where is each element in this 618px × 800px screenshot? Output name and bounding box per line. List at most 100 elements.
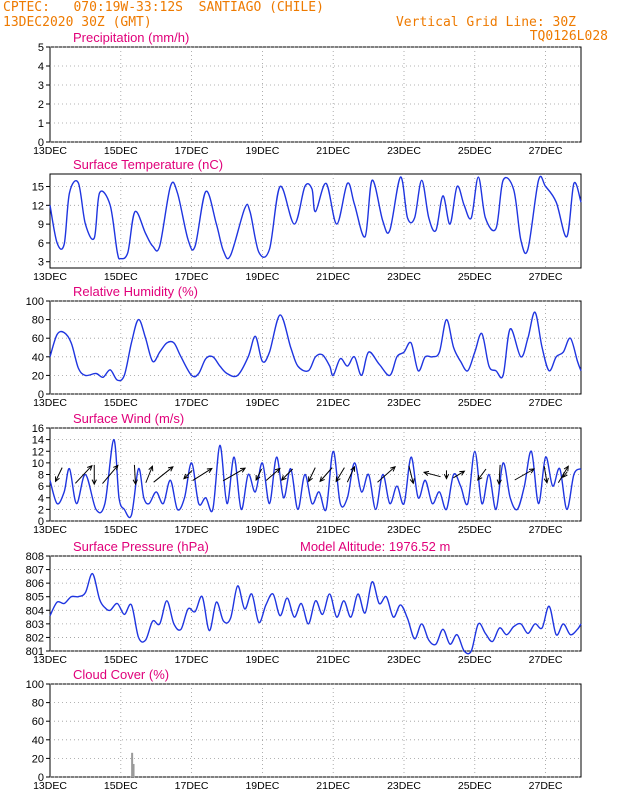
wind-arrow xyxy=(91,464,97,486)
y-tick-label: 80 xyxy=(32,315,44,327)
x-tick-label: 23DEC xyxy=(387,654,421,666)
wind-arrow xyxy=(192,467,213,481)
wind-series-line xyxy=(49,438,582,519)
x-tick-label: 15DEC xyxy=(104,145,138,157)
y-tick-label: 0 xyxy=(38,389,44,401)
y-tick-label: 40 xyxy=(32,735,44,747)
x-tick-label: 15DEC xyxy=(104,654,138,666)
x-tick-label: 17DEC xyxy=(175,780,209,792)
y-tick-label: 15 xyxy=(32,182,44,194)
y-tick-label: 20 xyxy=(32,370,44,382)
y-tick-label: 0 xyxy=(38,137,44,149)
cloud-cover-bar xyxy=(131,752,134,777)
x-tick-label: 17DEC xyxy=(175,145,209,157)
x-tick-label: 13DEC xyxy=(33,524,67,536)
y-tick-label: 4 xyxy=(38,61,44,73)
wind-arrow xyxy=(477,468,487,481)
wind-arrow xyxy=(222,467,247,482)
wind-title: Surface Wind (m/s) xyxy=(73,411,184,426)
x-tick-label: 25DEC xyxy=(458,780,492,792)
y-tick-label: 40 xyxy=(32,352,44,364)
x-tick-label: 27DEC xyxy=(529,524,563,536)
plot-frame xyxy=(49,46,582,143)
y-tick-label: 5 xyxy=(38,42,44,54)
x-tick-label: 15DEC xyxy=(104,271,138,283)
x-tick-label: 17DEC xyxy=(175,271,209,283)
x-tick-label: 13DEC xyxy=(33,271,67,283)
y-tick-label: 14 xyxy=(32,435,44,447)
wind-arrow xyxy=(308,467,316,483)
x-tick-label: 19DEC xyxy=(245,524,279,536)
y-tick-label: 12 xyxy=(32,200,44,212)
cloud-cover-title: Cloud Cover (%) xyxy=(73,667,169,682)
y-tick-label: 100 xyxy=(26,296,44,308)
y-tick-label: 20 xyxy=(32,753,44,765)
precipitation-panel: 13DEC 15DEC 17DEC 19DEC 21DEC 23DEC 25DEC 27DEC… xyxy=(33,30,582,157)
x-tick-label: 19DEC xyxy=(245,780,279,792)
wind-arrow xyxy=(255,468,263,482)
x-tick-label: 27DEC xyxy=(529,397,563,409)
station-info: CPTEC: 070:19W-33:12S SANTIAGO (CHILE) xyxy=(3,0,324,15)
wind-arrow xyxy=(543,466,549,484)
y-tick-label: 804 xyxy=(26,605,44,617)
plot-frame xyxy=(49,173,582,269)
wind-panel: 13DEC 15DEC 17DEC 19DEC 21DEC 23DEC 25DEC 27DEC… xyxy=(32,411,582,536)
x-tick-label: 19DEC xyxy=(245,145,279,157)
y-tick-label: 60 xyxy=(32,333,44,345)
x-tick-label: 25DEC xyxy=(458,271,492,283)
wind-arrow xyxy=(514,468,535,481)
wind-arrow xyxy=(335,467,345,483)
y-tick-label: 801 xyxy=(26,646,44,658)
x-tick-label: 23DEC xyxy=(387,780,421,792)
plot-frame xyxy=(49,683,582,778)
wind-arrow xyxy=(102,464,119,484)
y-tick-label: 802 xyxy=(26,632,44,644)
x-tick-label: 13DEC xyxy=(33,145,67,157)
x-tick-label: 17DEC xyxy=(175,654,209,666)
x-tick-label: 19DEC xyxy=(245,271,279,283)
y-tick-label: 6 xyxy=(38,238,44,250)
x-tick-label: 21DEC xyxy=(316,397,350,409)
y-tick-label: 807 xyxy=(26,565,44,577)
wind-arrow xyxy=(377,466,396,483)
y-tick-label: 2 xyxy=(38,99,44,111)
x-tick-label: 19DEC xyxy=(245,397,279,409)
x-tick-label: 27DEC xyxy=(529,654,563,666)
x-tick-label: 13DEC xyxy=(33,654,67,666)
x-tick-label: 23DEC xyxy=(387,145,421,157)
wind-arrow xyxy=(145,465,154,483)
y-tick-label: 12 xyxy=(32,446,44,458)
wind-arrow xyxy=(496,464,502,486)
y-tick-label: 100 xyxy=(26,679,44,691)
run-date: 13DEC2020 30Z (GMT) xyxy=(3,15,152,30)
x-tick-label: 27DEC xyxy=(529,271,563,283)
y-tick-label: 805 xyxy=(26,592,44,604)
y-tick-label: 9 xyxy=(38,219,44,231)
x-tick-label: 25DEC xyxy=(458,145,492,157)
wind-arrow xyxy=(453,470,466,479)
precipitation-title: Precipitation (mm/h) xyxy=(73,30,189,45)
x-tick-label: 25DEC xyxy=(458,654,492,666)
pressure-series-line xyxy=(49,572,582,655)
y-tick-label: 8 xyxy=(38,470,44,482)
wind-arrow xyxy=(562,471,568,479)
y-tick-label: 4 xyxy=(38,493,44,505)
x-tick-label: 13DEC xyxy=(33,397,67,409)
x-tick-label: 23DEC xyxy=(387,524,421,536)
y-tick-label: 806 xyxy=(26,578,44,590)
x-tick-label: 23DEC xyxy=(387,271,421,283)
x-tick-label: 21DEC xyxy=(316,654,350,666)
wind-arrow xyxy=(183,470,193,480)
y-tick-label: 16 xyxy=(32,423,44,435)
wind-arrow xyxy=(422,470,441,478)
vertical-grid-note: Vertical Grid Line: 30Z xyxy=(395,15,576,30)
x-tick-label: 17DEC xyxy=(175,524,209,536)
x-tick-label: 21DEC xyxy=(316,145,350,157)
y-tick-label: 808 xyxy=(26,551,44,563)
temperature-panel: 13DEC 15DEC 17DEC 19DEC 21DEC 23DEC 25DEC 27DEC… xyxy=(32,157,582,283)
model-altitude-label: Model Altitude: 1976.52 m xyxy=(300,539,450,554)
wind-arrow xyxy=(132,464,138,486)
x-tick-label: 21DEC xyxy=(316,524,350,536)
wind-arrow xyxy=(443,470,450,480)
